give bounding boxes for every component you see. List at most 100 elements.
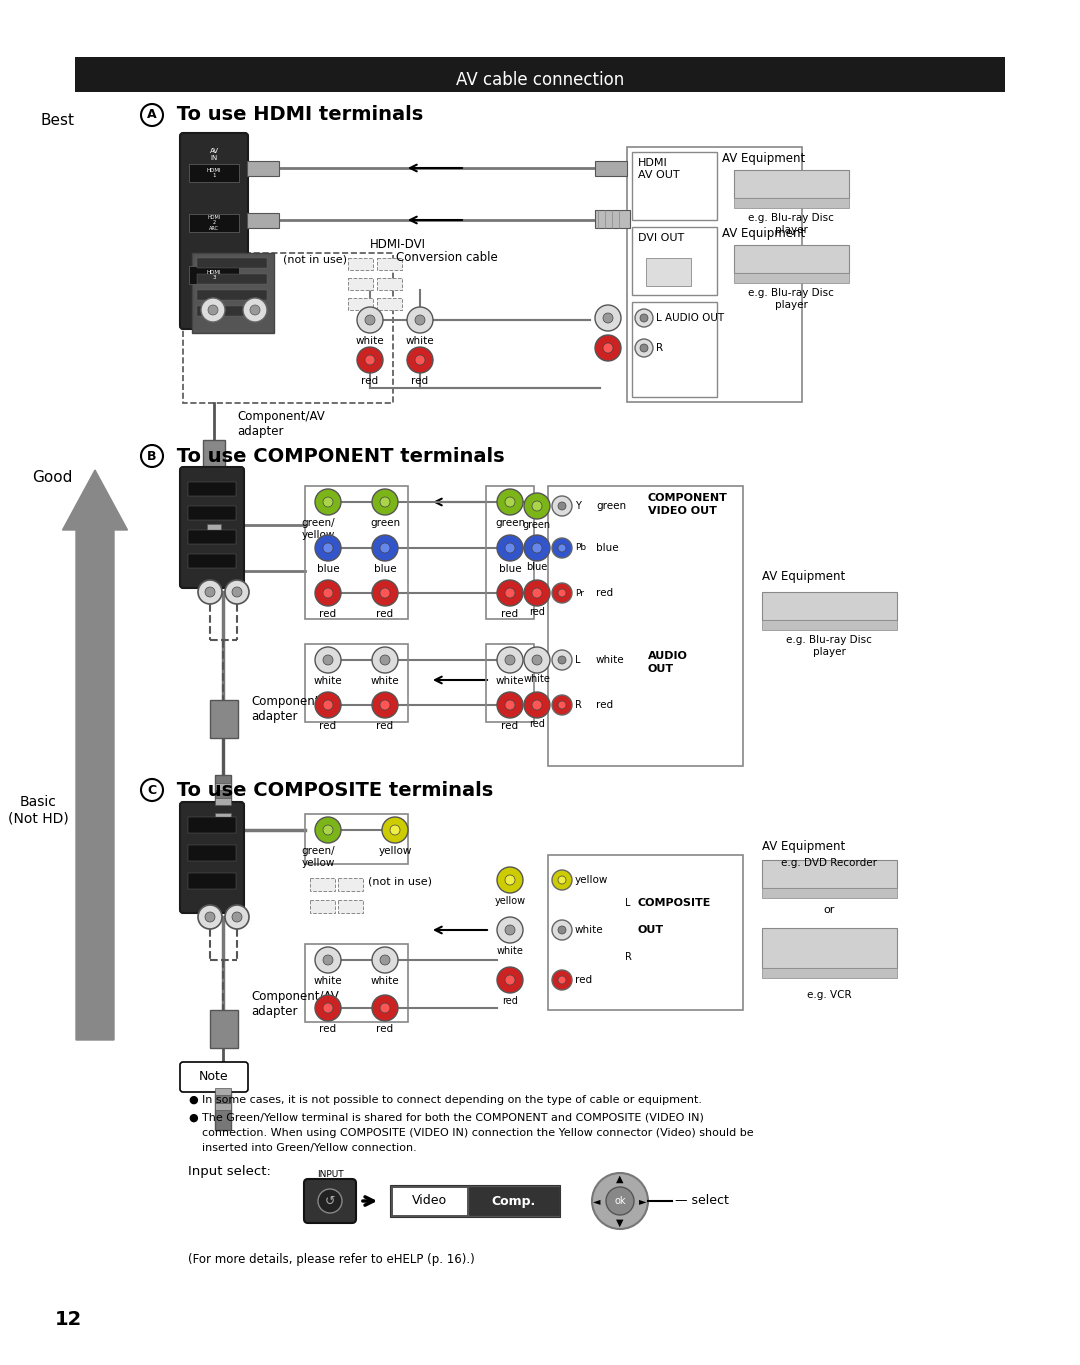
Bar xyxy=(762,860,897,889)
Text: HDMI
3: HDMI 3 xyxy=(206,270,221,280)
Text: (not in use): (not in use) xyxy=(283,255,347,265)
Text: red: red xyxy=(529,719,545,729)
Bar xyxy=(646,258,691,287)
Text: AV Equipment: AV Equipment xyxy=(723,227,806,240)
Circle shape xyxy=(558,502,566,511)
Circle shape xyxy=(497,692,523,718)
Text: red: red xyxy=(596,588,613,598)
Circle shape xyxy=(524,647,550,673)
Bar xyxy=(189,214,239,232)
Circle shape xyxy=(497,535,523,561)
Text: red: red xyxy=(529,607,545,617)
Circle shape xyxy=(606,1188,634,1215)
Text: blue: blue xyxy=(596,543,619,553)
Text: white: white xyxy=(524,674,551,684)
Bar xyxy=(762,928,897,968)
Circle shape xyxy=(497,489,523,515)
Bar xyxy=(188,530,237,545)
Circle shape xyxy=(497,917,523,943)
Bar xyxy=(595,210,630,228)
Text: To use COMPONENT terminals: To use COMPONENT terminals xyxy=(170,446,504,465)
Text: Conversion cable: Conversion cable xyxy=(396,251,498,263)
Circle shape xyxy=(552,650,572,670)
Bar xyxy=(188,506,237,520)
Bar xyxy=(247,161,279,176)
Text: red: red xyxy=(501,721,518,732)
Circle shape xyxy=(390,824,400,835)
Text: AV Equipment: AV Equipment xyxy=(762,839,846,853)
Circle shape xyxy=(552,538,572,558)
Text: COMPONENT: COMPONENT xyxy=(648,493,728,502)
Circle shape xyxy=(532,655,542,665)
Circle shape xyxy=(603,343,613,354)
Bar xyxy=(305,486,408,618)
Bar xyxy=(348,298,373,310)
Circle shape xyxy=(318,1189,342,1213)
Circle shape xyxy=(198,580,222,603)
Bar xyxy=(348,258,373,270)
Bar xyxy=(632,227,717,295)
Text: blue: blue xyxy=(374,564,396,575)
Text: Basic
(Not HD): Basic (Not HD) xyxy=(8,794,68,826)
Bar xyxy=(247,213,279,228)
Circle shape xyxy=(141,104,163,126)
Text: In some cases, it is not possible to connect depending on the type of cable or e: In some cases, it is not possible to con… xyxy=(202,1095,702,1106)
Text: R: R xyxy=(625,951,632,962)
Bar xyxy=(197,274,267,284)
Circle shape xyxy=(208,304,218,315)
Bar xyxy=(338,900,363,913)
Circle shape xyxy=(365,315,375,325)
Text: connection. When using COMPOSITE (VIDEO IN) connection the Yellow connector (Vid: connection. When using COMPOSITE (VIDEO … xyxy=(202,1127,754,1138)
Text: ▼: ▼ xyxy=(617,1218,624,1228)
Bar xyxy=(348,278,373,289)
Text: ●: ● xyxy=(188,1112,198,1123)
Text: red: red xyxy=(411,375,429,386)
Bar xyxy=(632,302,717,397)
Text: white: white xyxy=(575,925,604,935)
Text: e.g. Blu-ray Disc
player: e.g. Blu-ray Disc player xyxy=(748,213,834,235)
Text: Component/AV
adapter: Component/AV adapter xyxy=(251,695,339,723)
Text: OUT: OUT xyxy=(648,663,674,674)
Circle shape xyxy=(552,583,572,603)
Circle shape xyxy=(372,489,399,515)
Bar xyxy=(188,482,237,495)
Text: Component/AV
adapter: Component/AV adapter xyxy=(237,410,325,438)
Text: Pb: Pb xyxy=(575,543,586,553)
Circle shape xyxy=(315,692,341,718)
Text: green: green xyxy=(370,517,400,528)
Text: L: L xyxy=(575,655,581,665)
Circle shape xyxy=(407,307,433,333)
Text: 12: 12 xyxy=(55,1310,82,1330)
Bar xyxy=(215,775,231,824)
Bar xyxy=(197,289,267,300)
Circle shape xyxy=(552,695,572,715)
Circle shape xyxy=(505,497,515,506)
Circle shape xyxy=(323,824,333,835)
Bar xyxy=(310,900,335,913)
Text: Component/AV
adapter: Component/AV adapter xyxy=(251,990,339,1018)
Text: red: red xyxy=(501,609,518,618)
Circle shape xyxy=(558,876,566,885)
Text: e.g. Blu-ray Disc
player: e.g. Blu-ray Disc player xyxy=(748,288,834,310)
Circle shape xyxy=(497,580,523,606)
Text: green: green xyxy=(495,517,525,528)
Bar xyxy=(189,164,239,182)
Circle shape xyxy=(315,535,341,561)
Bar xyxy=(207,508,221,515)
Text: A: A xyxy=(147,108,157,121)
Circle shape xyxy=(524,580,550,606)
Text: C: C xyxy=(148,784,157,797)
Circle shape xyxy=(323,700,333,710)
Circle shape xyxy=(315,489,341,515)
Circle shape xyxy=(357,307,383,333)
Circle shape xyxy=(380,655,390,665)
Circle shape xyxy=(505,975,515,986)
Text: To use COMPOSITE terminals: To use COMPOSITE terminals xyxy=(170,781,494,800)
Circle shape xyxy=(315,580,341,606)
Bar xyxy=(183,253,393,403)
Circle shape xyxy=(497,966,523,992)
Circle shape xyxy=(225,580,249,603)
Text: red: red xyxy=(377,1024,393,1035)
Bar xyxy=(203,440,225,468)
Circle shape xyxy=(380,955,390,965)
